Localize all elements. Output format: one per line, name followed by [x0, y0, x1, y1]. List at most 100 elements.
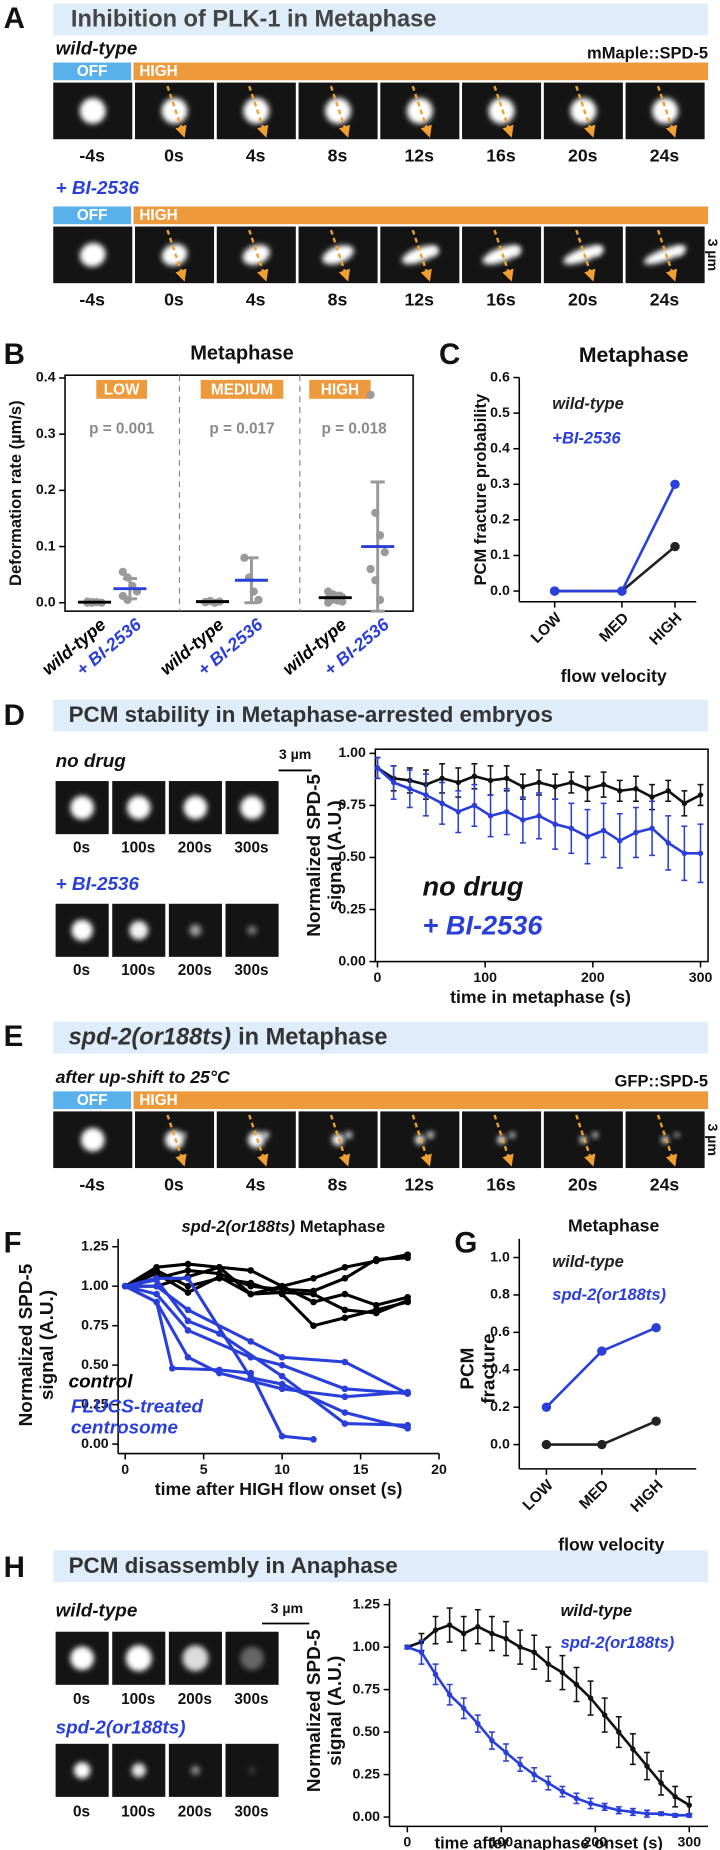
y-tick-label: 0.0: [36, 593, 56, 609]
data-point: [651, 1416, 661, 1426]
y-tick-label: 0.2: [490, 1398, 510, 1414]
time-label: -4s: [79, 146, 105, 166]
flow-high: [133, 1091, 709, 1110]
y-tick-label: 1.25: [81, 1237, 109, 1253]
x-axis-label: flow velocity: [561, 666, 667, 686]
time-label: 300s: [234, 1803, 268, 1820]
data-point: [404, 1644, 411, 1650]
data-point: [216, 1330, 223, 1337]
time-label: 0s: [73, 1803, 90, 1820]
data-point: [404, 1390, 411, 1397]
data-point: [278, 1372, 286, 1380]
time-label: -4s: [79, 1174, 105, 1194]
series-line: [545, 1326, 657, 1409]
data-point: [658, 1780, 664, 1786]
x-tick-label: MED: [596, 610, 632, 646]
legend-label: spd-2(or188ts): [552, 1286, 666, 1304]
data-point: [587, 1695, 594, 1701]
data-point: [489, 1630, 495, 1637]
marker-label: GFP::SPD-5: [615, 1072, 709, 1090]
title-bar: [53, 1021, 709, 1054]
y-tick-label: 0.75: [353, 1680, 381, 1696]
data-point: [153, 1298, 160, 1306]
data-point: [341, 1358, 349, 1366]
y-tick-label: 0.4: [490, 1361, 510, 1377]
x-axis-label: time after HIGH flow onset (s): [155, 1479, 403, 1499]
data-point: [517, 1761, 523, 1768]
time-label: 24s: [650, 146, 680, 166]
data-point: [380, 548, 389, 557]
x-tick-label: MED: [576, 1477, 612, 1513]
chart-title-rest: Metaphase: [300, 1219, 385, 1237]
data-point: [559, 1669, 566, 1676]
pcm-signal: [592, 246, 603, 257]
data-point: [278, 1361, 286, 1369]
y-axis-label-box: Normalized SPD-5 signal (A.U.): [304, 774, 346, 937]
pcm-signal: [126, 795, 151, 820]
data-point: [651, 1322, 661, 1333]
y-tick-label: 0.00: [353, 1808, 381, 1824]
title-bar: [53, 3, 709, 36]
data-point: [559, 1788, 566, 1795]
panel-letter: C: [439, 338, 460, 371]
group-label: LOW: [104, 382, 140, 399]
data-point: [573, 1795, 580, 1802]
data-point: [278, 1385, 286, 1393]
pcm-signal: [189, 924, 202, 937]
data-point: [697, 792, 704, 798]
group-label: HIGH: [321, 382, 359, 399]
x-tick-label: 200: [581, 969, 605, 985]
data-point: [601, 1712, 608, 1718]
x-tick-label: 200: [583, 1834, 607, 1850]
x-tick-label: 10: [274, 1461, 290, 1477]
pcm-signal: [71, 919, 93, 941]
data-point: [184, 1327, 192, 1334]
y-axis-label: PCM fracture: [457, 1333, 500, 1404]
data-point: [247, 1279, 255, 1287]
data-point: [568, 779, 575, 786]
data-point: [686, 1812, 692, 1819]
pcm-signal: [248, 1766, 256, 1774]
row-label: + BI-2536: [56, 873, 140, 894]
data-point: [617, 838, 623, 844]
y-axis-label: Deformation rate (µm/s): [7, 400, 25, 586]
data-point: [310, 1322, 317, 1329]
data-point: [503, 808, 510, 815]
data-point: [216, 1263, 223, 1271]
x-tick-label: 100: [473, 969, 497, 985]
data-point: [573, 1681, 580, 1688]
pcm-signal: [247, 925, 257, 936]
time-label: 20s: [568, 146, 598, 166]
y-tick-label: 0.1: [36, 537, 56, 553]
data-point: [184, 1289, 192, 1296]
flow-off: [53, 62, 132, 81]
pcm-signal: [345, 1131, 353, 1139]
y-tick-label: 0.2: [36, 481, 56, 497]
plot-frame: [374, 748, 709, 963]
time-label: 4s: [246, 290, 266, 310]
time-label: 20s: [568, 290, 598, 310]
data-point: [503, 1749, 509, 1756]
data-point: [531, 1771, 537, 1778]
flow-label: HIGH: [139, 1092, 177, 1109]
pcm-signal: [592, 1132, 599, 1138]
data-point: [404, 1421, 411, 1429]
x-tick-label: LOW: [528, 609, 566, 647]
panel-title: spd-2(or188ts) in Metaphase: [69, 1023, 388, 1049]
y-tick-label: 0.3: [490, 475, 510, 491]
time-label: 200s: [178, 1691, 212, 1708]
data-point: [121, 1282, 129, 1290]
pcm-signal: [674, 1132, 680, 1138]
time-label: 100s: [121, 1803, 155, 1820]
data-point: [633, 829, 639, 836]
data-point: [439, 800, 445, 807]
title-bar: [53, 1550, 709, 1583]
legend-label-box: FLUCS-treated centrosome: [70, 1396, 204, 1439]
legend-label: FLUCS-treated centrosome: [70, 1396, 204, 1439]
y-tick-label: 1.25: [353, 1595, 381, 1611]
y-tick-label: 0.1: [490, 546, 510, 562]
y-axis-label: Normalized SPD-5 signal (A.U.): [304, 774, 346, 937]
y-tick-label: 0.2: [490, 511, 510, 527]
marker-label: mMaple::SPD-5: [587, 45, 708, 63]
